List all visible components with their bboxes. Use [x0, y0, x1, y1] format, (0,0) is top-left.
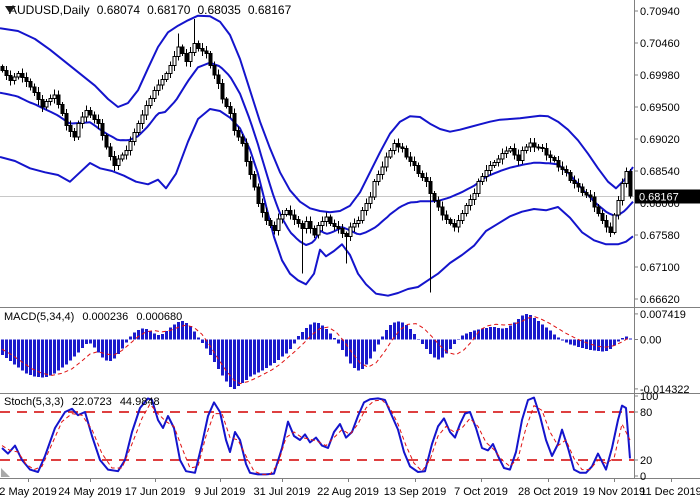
- svg-text:0.68540: 0.68540: [640, 166, 680, 178]
- macd-indicator-label: MACD(5,34,4) 0.000236 0.000680: [4, 311, 187, 323]
- svg-text:22 Aug 2019: 22 Aug 2019: [317, 486, 379, 498]
- svg-text:11 Dec 2019: 11 Dec 2019: [640, 486, 700, 498]
- panel-borders: [0, 0, 700, 479]
- candles: [0, 19, 633, 293]
- bb-lower: [0, 108, 634, 297]
- stoch-k-value: 22.0723: [71, 396, 112, 408]
- svg-text:0.69020: 0.69020: [640, 134, 680, 146]
- price-scale[interactable]: [635, 0, 700, 478]
- stoch-d-line: [1, 399, 631, 475]
- svg-text:0.68167: 0.68167: [639, 192, 679, 204]
- svg-text:20: 20: [640, 455, 652, 467]
- svg-text:31 Jul 2019: 31 Jul 2019: [254, 486, 311, 498]
- macd-name: MACD(5,34,4): [4, 311, 75, 323]
- quote-high: 0.68170: [147, 3, 191, 17]
- macd-signal-line: [1, 315, 631, 385]
- svg-text:0.69500: 0.69500: [640, 102, 680, 114]
- svg-text:0.70940: 0.70940: [640, 6, 680, 18]
- svg-text:2 May 2019: 2 May 2019: [0, 486, 57, 498]
- svg-text:100: 100: [640, 391, 658, 403]
- svg-text:9 Jul 2019: 9 Jul 2019: [195, 486, 246, 498]
- svg-text:7 Oct 2019: 7 Oct 2019: [454, 486, 508, 498]
- macd-signal: [1, 315, 631, 385]
- svg-text:0.67580: 0.67580: [640, 230, 680, 242]
- macd-signal-value: 0.000680: [136, 311, 183, 323]
- stoch-lines: [1, 396, 631, 476]
- stoch-levels: [0, 411, 634, 461]
- stoch-k-line: [1, 396, 631, 476]
- symbol-period-label: AUDUSD,Daily: [9, 3, 90, 17]
- bb-upper: [0, 14, 634, 214]
- svg-text:24 May 2019: 24 May 2019: [58, 486, 122, 498]
- svg-text:19 Nov 2019: 19 Nov 2019: [583, 486, 645, 498]
- bb-middle: [0, 61, 634, 246]
- chart-shift-grip-icon: [1, 468, 10, 477]
- svg-text:0.69980: 0.69980: [640, 70, 680, 82]
- current-price-tag: 0.68167: [635, 189, 700, 204]
- quote-open: 0.68074: [96, 3, 141, 17]
- stoch-indicator-label: Stoch(5,3,3) 22.0723 44.9848: [4, 396, 165, 408]
- svg-text:28 Oct 2019: 28 Oct 2019: [518, 486, 578, 498]
- svg-text:0: 0: [640, 471, 646, 483]
- time-scale[interactable]: [0, 478, 700, 500]
- symbol-arrow-icon: [5, 6, 16, 13]
- svg-text:13 Sep 2019: 13 Sep 2019: [384, 486, 446, 498]
- quote-close: 0.68167: [247, 3, 292, 17]
- svg-text:17 Jun 2019: 17 Jun 2019: [125, 486, 186, 498]
- time-axis-labels: 2 May 2019 24 May 2019 17 Jun 2019 9 Jul 20…: [0, 478, 700, 498]
- quote-low: 0.68035: [197, 3, 241, 17]
- svg-text:0.70460: 0.70460: [640, 38, 680, 50]
- svg-text:0.007419: 0.007419: [640, 309, 686, 321]
- stoch-name: Stoch(5,3,3): [4, 396, 64, 408]
- macd-main-value: 0.000236: [82, 311, 129, 323]
- svg-text:0.66620: 0.66620: [640, 294, 680, 306]
- price-axis-labels: 0.70940 0.70460 0.69980 0.69500 0.69020 0.685…: [634, 6, 690, 483]
- svg-text:80: 80: [640, 407, 652, 419]
- svg-text:0.00: 0.00: [640, 335, 661, 347]
- svg-text:0.67100: 0.67100: [640, 262, 680, 274]
- svg-text:-0.014322: -0.014322: [640, 384, 690, 396]
- chart-header: AUDUSD,Daily 0.68074 0.68170 0.68035 0.6…: [4, 3, 291, 17]
- stoch-d-value: 44.9848: [119, 396, 160, 408]
- bollinger-bands: [0, 14, 634, 297]
